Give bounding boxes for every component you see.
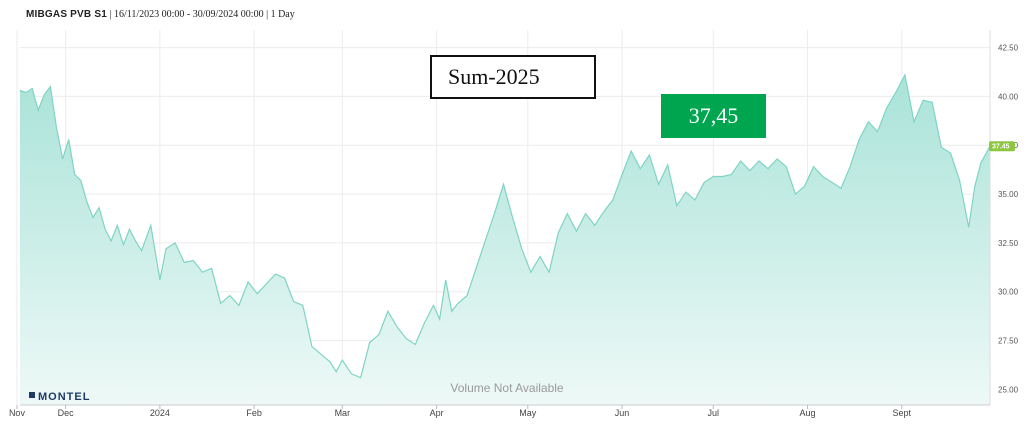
- chart-header: MIBGAS PVB S1 | 16/11/2023 00:00 - 30/09…: [26, 9, 295, 20]
- y-tick-label: 42.50: [998, 44, 1019, 53]
- x-tick-label: 2024: [150, 408, 170, 418]
- y-tick-label: 25.00: [998, 385, 1019, 394]
- x-tick-label: May: [519, 408, 537, 418]
- price-series-line: [19, 73, 991, 379]
- montel-logo-mark: [29, 392, 35, 398]
- x-tick-label: Mar: [335, 408, 351, 418]
- x-tick-label: Jun: [615, 408, 630, 418]
- montel-logo-text: MONTEL: [38, 391, 90, 403]
- instrument-symbol: MIBGAS PVB S1: [26, 9, 107, 20]
- x-tick-label: Aug: [800, 408, 816, 418]
- x-tick-label: Nov: [9, 408, 26, 418]
- x-tick-label: Apr: [430, 408, 444, 418]
- product-label-box: Sum-2025: [430, 55, 596, 99]
- price-area-fill: [20, 74, 990, 406]
- x-tick-label: Feb: [246, 408, 262, 418]
- volume-watermark: Volume Not Available: [450, 381, 564, 395]
- y-tick-label: 30.00: [998, 288, 1019, 297]
- product-label: Sum-2025: [448, 64, 540, 89]
- last-value-tag: 37.45: [989, 141, 1015, 152]
- montel-logo: MONTEL: [29, 391, 90, 403]
- y-tick-label: 40.00: [998, 92, 1019, 101]
- y-tick-label: 35.00: [998, 190, 1019, 199]
- last-value-tag-label: 37.45: [992, 144, 1010, 151]
- last-value-tag-background: [989, 141, 1015, 152]
- y-tick-label: 27.50: [998, 337, 1019, 346]
- price-label: 37,45: [688, 103, 739, 128]
- x-tick-label: Dec: [58, 408, 75, 418]
- date-range-interval: | 16/11/2023 00:00 - 30/09/2024 00:00 | …: [106, 9, 295, 20]
- price-label-box: 37,45: [661, 94, 766, 138]
- x-axis-ticks: Nov Dec 2024 Feb Mar Apr May Jun Jul Aug Sept: [9, 405, 912, 418]
- x-tick-label: Jul: [708, 408, 720, 418]
- x-tick-label: Sept: [893, 408, 912, 418]
- y-tick-label: 32.50: [998, 239, 1019, 248]
